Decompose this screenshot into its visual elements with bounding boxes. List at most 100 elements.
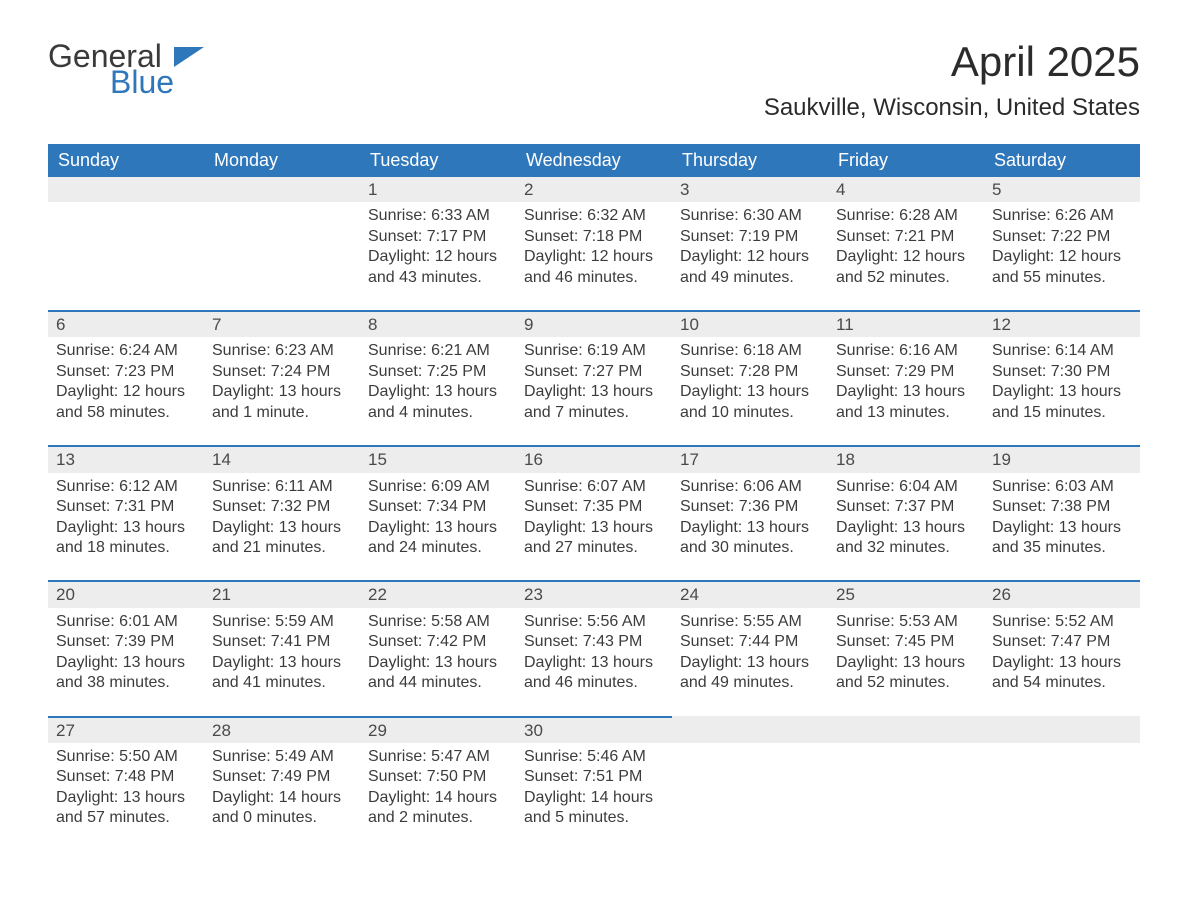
daylight-line-label: Daylight:	[212, 654, 274, 671]
sunset-line-value: 7:29 PM	[895, 363, 955, 380]
day-details: Sunrise: 6:28 AMSunset: 7:21 PMDaylight:…	[828, 202, 984, 310]
sunset-line: Sunset: 7:48 PM	[56, 767, 196, 787]
day-number: 4	[828, 177, 984, 202]
sunset-line-value: 7:41 PM	[271, 633, 331, 650]
sunrise-line-value: 6:19 AM	[587, 342, 646, 359]
daylight-line: Daylight: 12 hours and 55 minutes.	[992, 247, 1132, 288]
daylight-line: Daylight: 12 hours and 52 minutes.	[836, 247, 976, 288]
sunrise-line-label: Sunrise:	[56, 613, 115, 630]
daylight-line-label: Daylight:	[368, 519, 430, 536]
calendar-day-empty	[984, 716, 1140, 851]
sunset-line-label: Sunset:	[836, 363, 890, 380]
calendar-day-empty	[828, 716, 984, 851]
day-number	[672, 716, 828, 743]
column-header: Wednesday	[516, 144, 672, 177]
sunset-line-label: Sunset:	[212, 363, 266, 380]
calendar-day: 21Sunrise: 5:59 AMSunset: 7:41 PMDayligh…	[204, 580, 360, 715]
daylight-line-label: Daylight:	[212, 519, 274, 536]
sunset-line: Sunset: 7:24 PM	[212, 362, 352, 382]
daylight-line-label: Daylight:	[680, 383, 742, 400]
sunrise-line-value: 6:16 AM	[899, 342, 958, 359]
day-number: 21	[204, 580, 360, 607]
sunrise-line: Sunrise: 6:14 AM	[992, 341, 1132, 361]
sunset-line-value: 7:50 PM	[427, 768, 487, 785]
daylight-line-label: Daylight:	[524, 789, 586, 806]
daylight-line-label: Daylight:	[212, 383, 274, 400]
daylight-line: Daylight: 12 hours and 58 minutes.	[56, 382, 196, 423]
daylight-line: Daylight: 13 hours and 57 minutes.	[56, 788, 196, 829]
day-details: Sunrise: 5:53 AMSunset: 7:45 PMDaylight:…	[828, 608, 984, 716]
daylight-line: Daylight: 13 hours and 15 minutes.	[992, 382, 1132, 423]
daylight-line: Daylight: 12 hours and 49 minutes.	[680, 247, 820, 288]
calendar-day: 22Sunrise: 5:58 AMSunset: 7:42 PMDayligh…	[360, 580, 516, 715]
daylight-line: Daylight: 13 hours and 4 minutes.	[368, 382, 508, 423]
sunrise-line-label: Sunrise:	[212, 478, 271, 495]
daylight-line-label: Daylight:	[368, 383, 430, 400]
sunrise-line: Sunrise: 5:47 AM	[368, 747, 508, 767]
day-details: Sunrise: 6:33 AMSunset: 7:17 PMDaylight:…	[360, 202, 516, 310]
sunrise-line-label: Sunrise:	[368, 207, 427, 224]
sunset-line-label: Sunset:	[524, 498, 578, 515]
sunset-line-value: 7:48 PM	[115, 768, 175, 785]
daylight-line-label: Daylight:	[680, 248, 742, 265]
day-details: Sunrise: 6:01 AMSunset: 7:39 PMDaylight:…	[48, 608, 204, 716]
day-number	[204, 177, 360, 202]
day-number: 5	[984, 177, 1140, 202]
sunrise-line-value: 6:09 AM	[431, 478, 490, 495]
sunset-line-value: 7:38 PM	[1051, 498, 1111, 515]
day-number: 10	[672, 310, 828, 337]
sunset-line: Sunset: 7:43 PM	[524, 632, 664, 652]
calendar-day: 10Sunrise: 6:18 AMSunset: 7:28 PMDayligh…	[672, 310, 828, 445]
sunrise-line-value: 6:11 AM	[275, 478, 333, 495]
sunset-line-value: 7:42 PM	[427, 633, 487, 650]
sunset-line-label: Sunset:	[524, 768, 578, 785]
day-details: Sunrise: 5:46 AMSunset: 7:51 PMDaylight:…	[516, 743, 672, 851]
daylight-line-label: Daylight:	[368, 654, 430, 671]
sunset-line: Sunset: 7:27 PM	[524, 362, 664, 382]
sunset-line-label: Sunset:	[992, 228, 1046, 245]
daylight-line: Daylight: 13 hours and 30 minutes.	[680, 518, 820, 559]
column-header: Sunday	[48, 144, 204, 177]
calendar-day: 6Sunrise: 6:24 AMSunset: 7:23 PMDaylight…	[48, 310, 204, 445]
sunset-line-label: Sunset:	[524, 363, 578, 380]
sunrise-line-label: Sunrise:	[836, 613, 895, 630]
daylight-line-label: Daylight:	[836, 654, 898, 671]
sunrise-line-value: 6:14 AM	[1055, 342, 1114, 359]
daylight-line: Daylight: 13 hours and 35 minutes.	[992, 518, 1132, 559]
sunset-line-label: Sunset:	[524, 228, 578, 245]
daylight-line: Daylight: 13 hours and 1 minute.	[212, 382, 352, 423]
calendar-day: 25Sunrise: 5:53 AMSunset: 7:45 PMDayligh…	[828, 580, 984, 715]
sunset-line: Sunset: 7:37 PM	[836, 497, 976, 517]
sunset-line-value: 7:36 PM	[739, 498, 799, 515]
sunset-line: Sunset: 7:18 PM	[524, 227, 664, 247]
calendar-day-empty	[204, 177, 360, 310]
sunrise-line-value: 6:03 AM	[1055, 478, 1114, 495]
calendar-day: 18Sunrise: 6:04 AMSunset: 7:37 PMDayligh…	[828, 445, 984, 580]
sunrise-line: Sunrise: 5:46 AM	[524, 747, 664, 767]
sunset-line: Sunset: 7:25 PM	[368, 362, 508, 382]
day-details: Sunrise: 6:11 AMSunset: 7:32 PMDaylight:…	[204, 473, 360, 581]
daylight-line: Daylight: 13 hours and 7 minutes.	[524, 382, 664, 423]
daylight-line-label: Daylight:	[56, 654, 118, 671]
calendar-header-row: SundayMondayTuesdayWednesdayThursdayFrid…	[48, 144, 1140, 177]
sunrise-line-label: Sunrise:	[524, 207, 583, 224]
calendar-week: 1Sunrise: 6:33 AMSunset: 7:17 PMDaylight…	[48, 177, 1140, 310]
day-number: 12	[984, 310, 1140, 337]
sunrise-line-label: Sunrise:	[524, 613, 583, 630]
sunset-line: Sunset: 7:45 PM	[836, 632, 976, 652]
sunset-line-label: Sunset:	[56, 633, 110, 650]
sunrise-line-label: Sunrise:	[524, 478, 583, 495]
calendar-week: 13Sunrise: 6:12 AMSunset: 7:31 PMDayligh…	[48, 445, 1140, 580]
calendar-day: 3Sunrise: 6:30 AMSunset: 7:19 PMDaylight…	[672, 177, 828, 310]
sunrise-line: Sunrise: 6:12 AM	[56, 477, 196, 497]
calendar-day: 16Sunrise: 6:07 AMSunset: 7:35 PMDayligh…	[516, 445, 672, 580]
sunset-line-label: Sunset:	[212, 633, 266, 650]
day-number: 20	[48, 580, 204, 607]
brand-word2: Blue	[110, 66, 204, 98]
sunrise-line-value: 6:23 AM	[275, 342, 334, 359]
day-details: Sunrise: 5:59 AMSunset: 7:41 PMDaylight:…	[204, 608, 360, 716]
day-details: Sunrise: 6:26 AMSunset: 7:22 PMDaylight:…	[984, 202, 1140, 310]
sunset-line-value: 7:17 PM	[427, 228, 487, 245]
sunrise-line-value: 6:12 AM	[119, 478, 178, 495]
daylight-line: Daylight: 12 hours and 46 minutes.	[524, 247, 664, 288]
